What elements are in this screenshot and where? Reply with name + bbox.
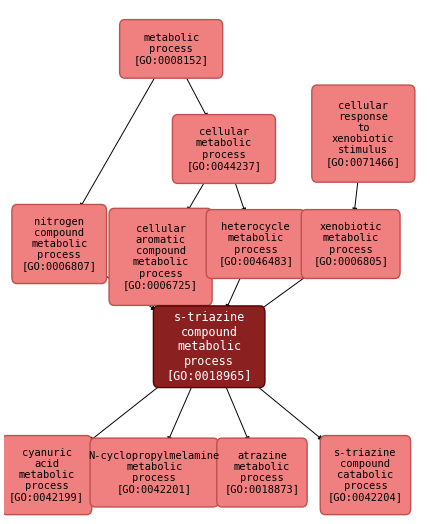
Text: atrazine
metabolic
process
[GO:0018873]: atrazine metabolic process [GO:0018873] — [224, 451, 299, 494]
Text: s-triazine
compound
metabolic
process
[GO:0018965]: s-triazine compound metabolic process [G… — [166, 311, 251, 382]
FancyBboxPatch shape — [172, 115, 275, 183]
Text: s-triazine
compound
catabolic
process
[GO:0042204]: s-triazine compound catabolic process [G… — [327, 447, 402, 503]
Text: xenobiotic
metabolic
process
[GO:0006805]: xenobiotic metabolic process [GO:0006805… — [313, 222, 387, 266]
FancyBboxPatch shape — [153, 306, 264, 388]
Text: cellular
response
to
xenobiotic
stimulus
[GO:0071466]: cellular response to xenobiotic stimulus… — [325, 101, 400, 167]
FancyBboxPatch shape — [206, 210, 304, 278]
Text: metabolic
process
[GO:0008152]: metabolic process [GO:0008152] — [133, 32, 208, 65]
FancyBboxPatch shape — [120, 19, 222, 78]
FancyBboxPatch shape — [90, 438, 218, 507]
Text: nitrogen
compound
metabolic
process
[GO:0006807]: nitrogen compound metabolic process [GO:… — [22, 216, 96, 271]
Text: heterocycle
metabolic
process
[GO:0046483]: heterocycle metabolic process [GO:004648… — [218, 222, 292, 266]
Text: N-cyclopropylmelamine
metabolic
process
[GO:0042201]: N-cyclopropylmelamine metabolic process … — [89, 451, 219, 494]
FancyBboxPatch shape — [319, 435, 410, 515]
Text: cellular
aromatic
compound
metabolic
process
[GO:0006725]: cellular aromatic compound metabolic pro… — [123, 224, 198, 290]
FancyBboxPatch shape — [311, 85, 414, 182]
FancyBboxPatch shape — [216, 438, 307, 507]
FancyBboxPatch shape — [109, 209, 212, 305]
Text: cyanuric
acid
metabolic
process
[GO:0042199]: cyanuric acid metabolic process [GO:0042… — [9, 447, 84, 503]
FancyBboxPatch shape — [1, 435, 92, 515]
FancyBboxPatch shape — [301, 210, 399, 278]
FancyBboxPatch shape — [12, 204, 106, 283]
Text: cellular
metabolic
process
[GO:0044237]: cellular metabolic process [GO:0044237] — [186, 127, 261, 171]
